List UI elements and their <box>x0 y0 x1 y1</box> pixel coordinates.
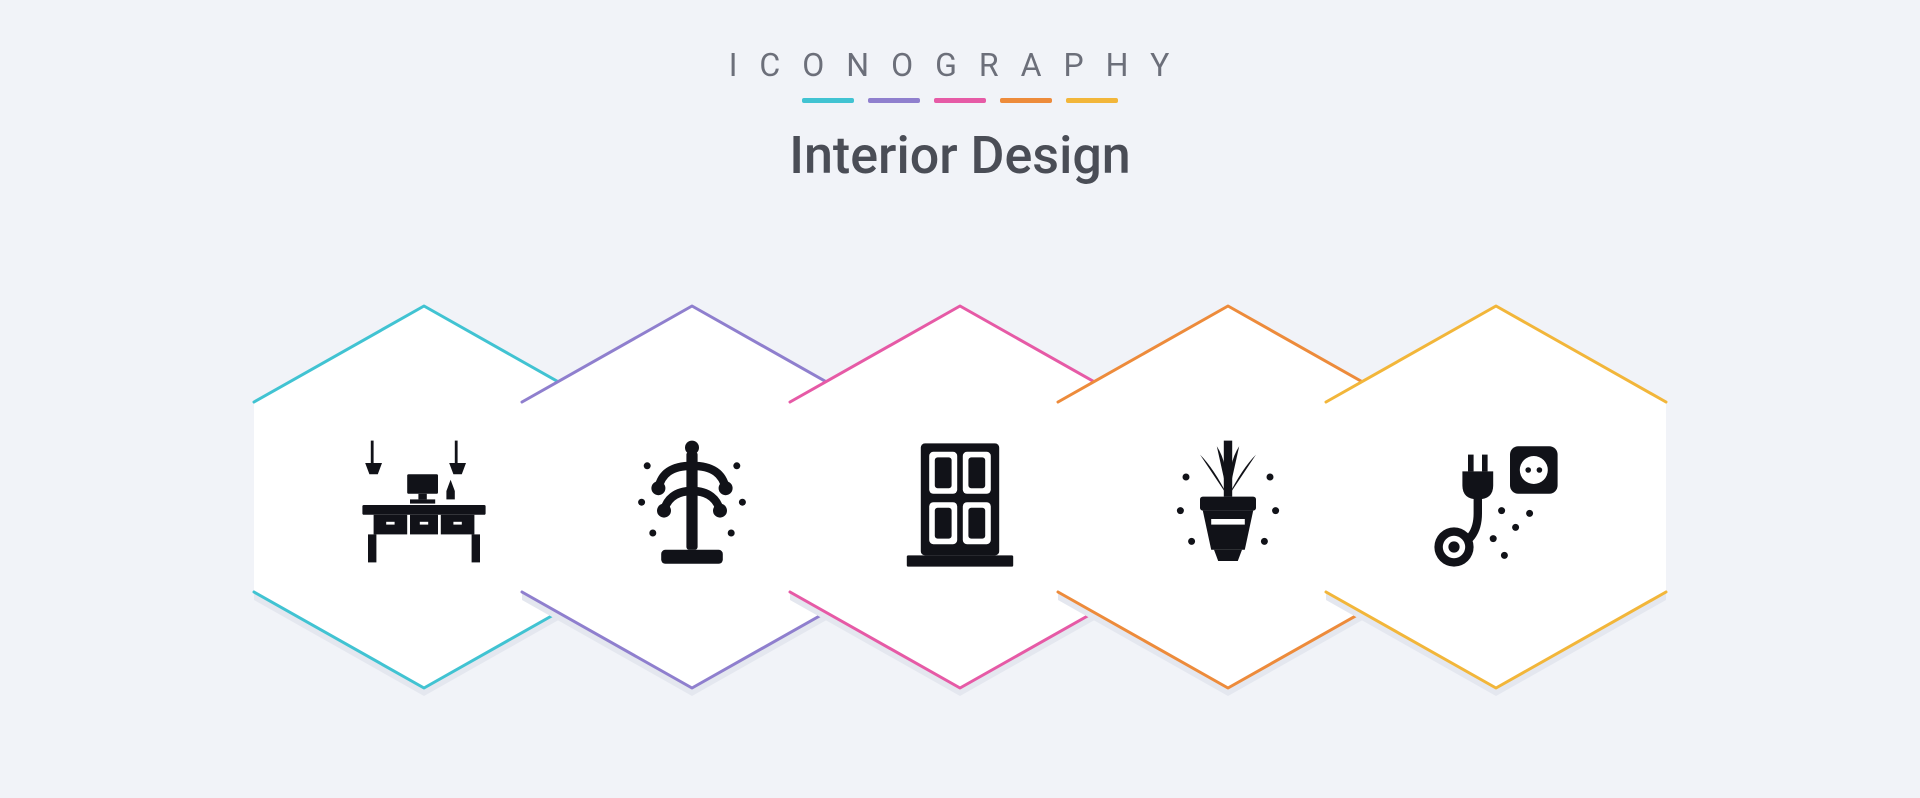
icons-row <box>0 290 1920 720</box>
divider-seg-4 <box>1000 98 1052 103</box>
desk-icon <box>349 430 499 580</box>
page-root: ICONOGRAPHY Interior Design <box>0 0 1920 798</box>
divider-seg-2 <box>868 98 920 103</box>
header: ICONOGRAPHY Interior Design <box>729 46 1192 186</box>
divider-seg-3 <box>934 98 986 103</box>
hex-tile-plug <box>1316 300 1676 710</box>
brand-title: ICONOGRAPHY <box>729 46 1192 84</box>
brand-divider <box>729 98 1192 103</box>
divider-seg-1 <box>802 98 854 103</box>
power-plug-icon <box>1421 430 1571 580</box>
pack-subtitle: Interior Design <box>729 125 1192 186</box>
divider-seg-5 <box>1066 98 1118 103</box>
plant-pot-icon <box>1153 430 1303 580</box>
coat-stand-icon <box>617 430 767 580</box>
door-icon <box>885 430 1035 580</box>
